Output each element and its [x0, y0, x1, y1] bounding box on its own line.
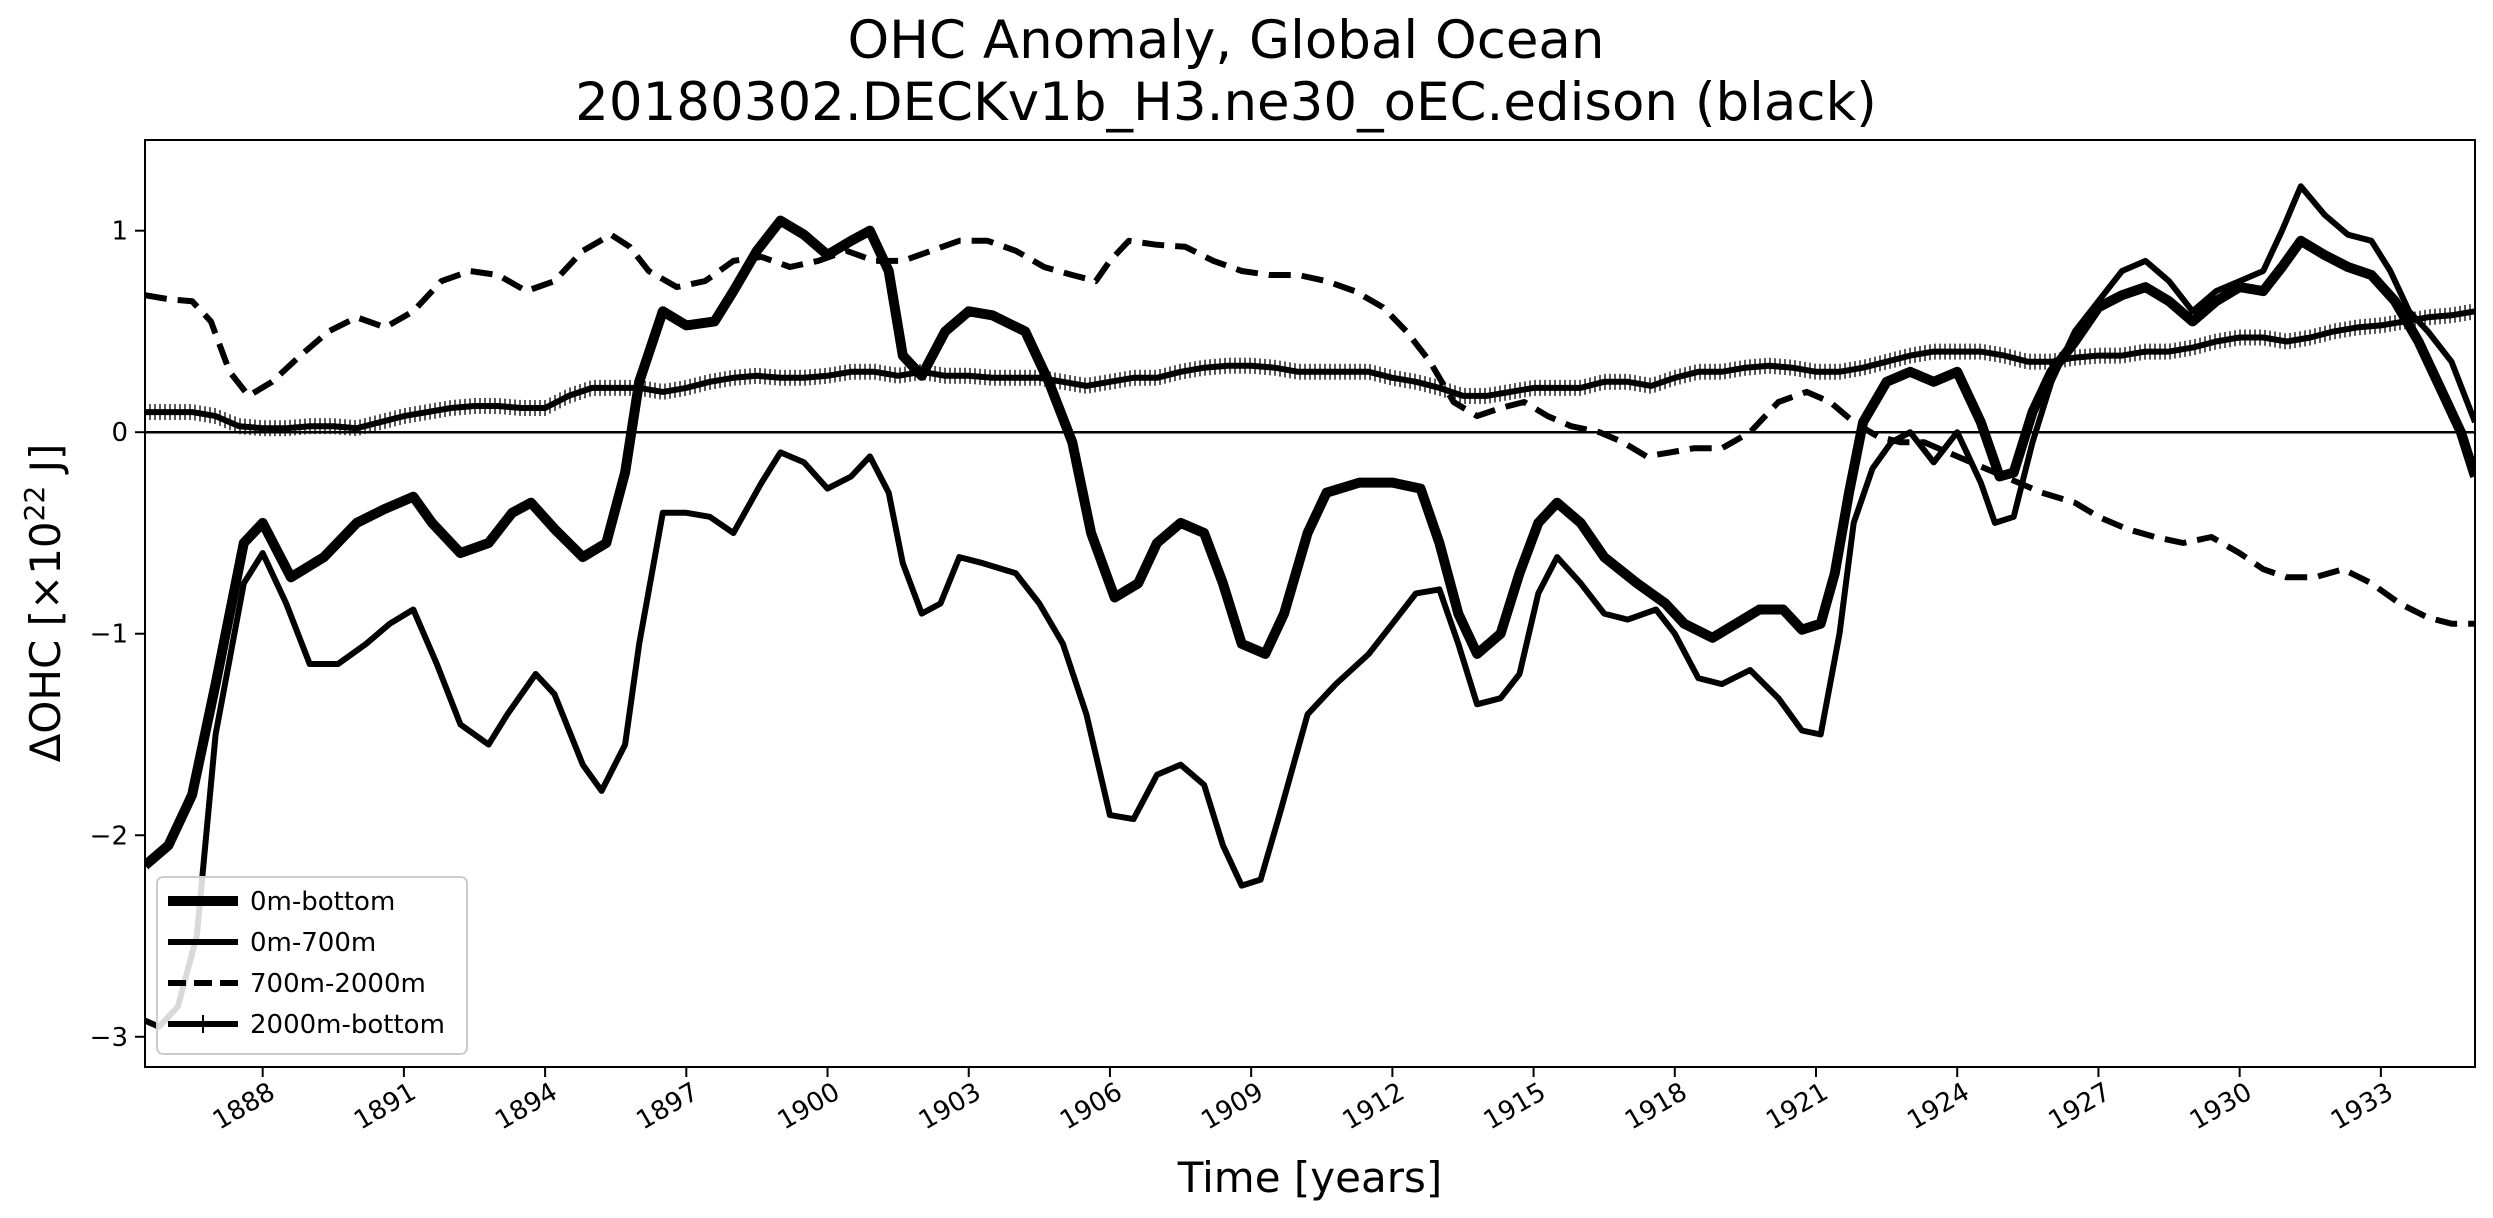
- x-tick-label: 1897: [632, 1077, 704, 1136]
- x-tick-label: 1903: [914, 1077, 986, 1136]
- legend-label-2000m-bottom: 2000m-bottom: [250, 1010, 445, 1040]
- x-tick-label: 1918: [1620, 1077, 1692, 1136]
- x-tick-label: 1924: [1902, 1077, 1974, 1136]
- y-tick-label: −1: [90, 620, 128, 650]
- x-tick-label: 1906: [1055, 1077, 1127, 1136]
- x-tick-label: 1927: [2044, 1077, 2116, 1136]
- chart-title: OHC Anomaly, Global Ocean: [847, 10, 1604, 71]
- x-axis-ticks: 1888 1891 1894 1897 1900 1903 1906 1909 1912 1915…: [208, 1067, 2398, 1136]
- x-tick-label: 1909: [1196, 1077, 1268, 1136]
- x-tick-label: 1933: [2326, 1077, 2398, 1136]
- y-tick-label: −2: [90, 821, 128, 851]
- y-axis-label-main: ΔOHC [×10: [21, 521, 70, 762]
- y-tick-label: 1: [111, 217, 128, 247]
- x-tick-label: 1915: [1479, 1077, 1551, 1136]
- series-line-0m-700m: [145, 183, 2475, 1030]
- legend-label-0m-bottom: 0m-bottom: [250, 887, 395, 917]
- x-tick-label: 1888: [208, 1077, 280, 1136]
- x-tick-label: 1891: [349, 1077, 421, 1136]
- legend-label-700m-2000m: 700m-2000m: [250, 969, 426, 999]
- legend: 0m-bottom 0m-700m 700m-2000m 2000m-bottom: [156, 876, 468, 1055]
- x-axis-label: Time [years]: [1177, 1153, 1443, 1202]
- chart-subtitle: 20180302.DECKv1b_H3.ne30_oEC.edison (bla…: [575, 72, 1877, 133]
- x-tick-label: 1900: [773, 1077, 845, 1136]
- x-tick-label: 1921: [1761, 1077, 1833, 1136]
- y-axis-label-unit: J]: [21, 444, 70, 486]
- y-axis-ticks: −3 −2 −1 0 1: [90, 217, 145, 1053]
- x-tick-label: 1930: [2185, 1077, 2257, 1136]
- y-axis-label-exponent: 22: [18, 486, 51, 522]
- plot-frame: [144, 139, 2476, 1068]
- legend-items: 0m-bottom 0m-700m 700m-2000m 2000m-bottom: [168, 887, 445, 1040]
- series-layer: [145, 183, 2475, 1030]
- x-tick-label: 1912: [1338, 1077, 1410, 1136]
- legend-box: [156, 876, 468, 1055]
- series-line-700m-2000m: [145, 231, 2475, 627]
- x-tick-label: 1894: [490, 1077, 562, 1136]
- legend-label-0m-700m: 0m-700m: [250, 928, 376, 958]
- y-tick-label: −3: [90, 1023, 128, 1053]
- y-axis-label: ΔOHC [×1022 J]: [18, 444, 70, 763]
- y-tick-label: 0: [111, 418, 128, 448]
- series-line-0m-bottom: [145, 215, 2475, 870]
